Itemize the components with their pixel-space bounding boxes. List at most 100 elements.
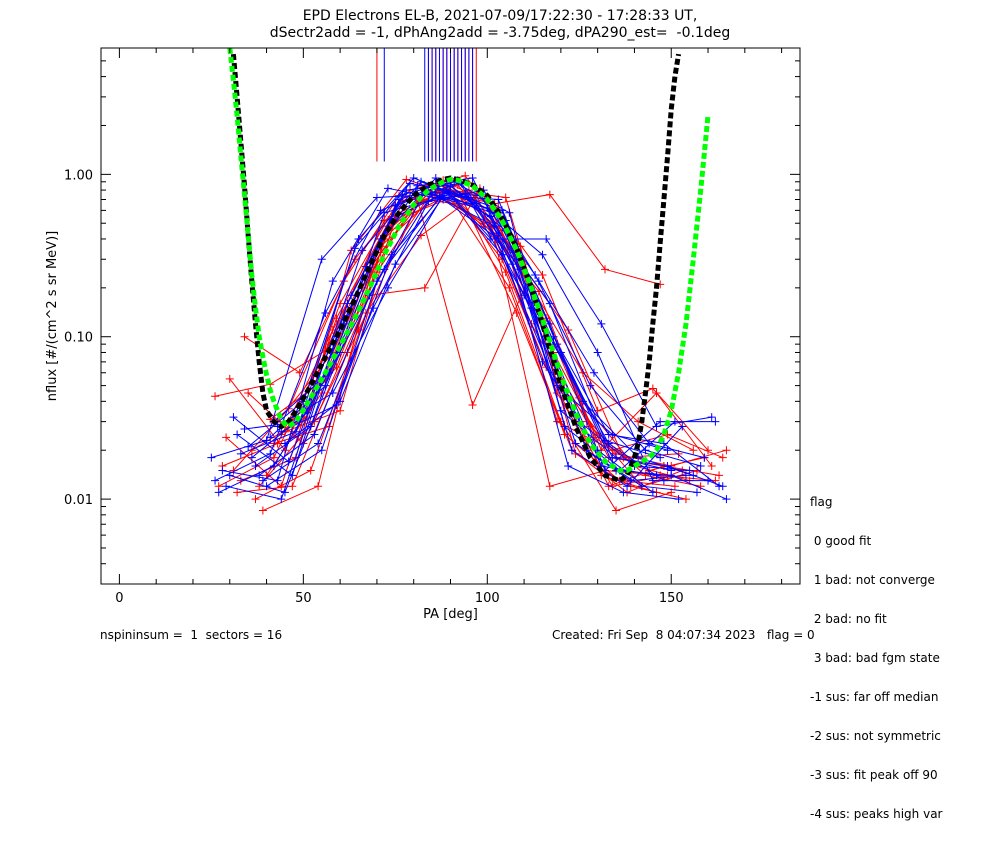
data-point-red <box>601 265 610 274</box>
data-point-blue <box>571 439 580 448</box>
data-point-blue <box>255 471 264 480</box>
data-point-red <box>689 446 698 455</box>
data-point-blue <box>328 389 337 398</box>
data-point-red <box>652 389 661 398</box>
data-point-red <box>670 482 679 491</box>
data-point-blue <box>288 471 297 480</box>
data-point-blue <box>406 179 415 188</box>
y-axis-label: nflux [#/(cm^2 s sr MeV)] <box>45 231 60 401</box>
data-point-red <box>468 400 477 409</box>
plot-data-area <box>207 48 731 515</box>
data-point-red <box>255 482 264 491</box>
data-point-blue <box>332 400 341 409</box>
data-point-blue <box>567 446 576 455</box>
plot-page: EPD Electrons EL-B, 2021-07-09/17:22:30 … <box>45 8 942 821</box>
flag-legend-item: 2 bad: no fit <box>810 612 887 626</box>
data-point-blue <box>229 413 238 422</box>
data-point-blue <box>354 234 363 243</box>
data-point-blue <box>409 173 418 182</box>
data-point-blue <box>542 234 551 243</box>
x-tick-label: 0 <box>115 591 123 606</box>
data-point-blue <box>347 291 356 300</box>
flag-legend-item: 3 bad: bad fgm state <box>810 651 940 665</box>
data-point-red <box>211 392 220 401</box>
flag-legend-item: -2 sus: not symmetric <box>810 729 941 743</box>
data-point-red <box>501 193 510 202</box>
data-point-blue <box>534 277 543 286</box>
data-point-blue <box>291 427 300 436</box>
data-point-blue <box>240 425 249 434</box>
data-point-blue <box>656 453 665 462</box>
data-point-blue <box>258 476 267 485</box>
data-point-red <box>402 175 411 184</box>
data-point-blue <box>321 381 330 390</box>
data-point-blue <box>667 471 676 480</box>
data-point-blue <box>413 181 422 190</box>
data-point-blue <box>648 476 657 485</box>
data-point-red <box>648 384 657 393</box>
data-point-blue <box>417 177 426 186</box>
data-point-blue <box>244 442 253 451</box>
data-point-blue <box>218 466 227 475</box>
data-point-blue <box>328 277 337 286</box>
footer-left-info: nspininsum = 1 sectors = 16 <box>100 628 283 642</box>
data-point-blue <box>556 348 565 357</box>
data-point-blue <box>214 488 223 497</box>
fit-curve-green <box>227 48 711 473</box>
data-point-blue <box>527 304 536 313</box>
pitch-angle-plot: 0 50 100 150 0.01 0.10 1.00 PA [deg] nflux [#/(c… <box>45 47 801 622</box>
data-point-blue <box>336 397 345 406</box>
data-point-blue <box>623 482 632 491</box>
flag-legend: flag 0 good fit 1 bad: not converge 2 ba… <box>810 470 942 847</box>
data-point-blue <box>236 449 245 458</box>
data-point-red <box>332 363 341 372</box>
flag-legend-item: 0 good fit <box>810 534 872 548</box>
data-point-red <box>222 433 231 442</box>
data-point-red <box>306 466 315 475</box>
data-point-blue <box>317 446 326 455</box>
data-point-blue <box>372 193 381 202</box>
data-point-red <box>612 506 621 515</box>
data-point-blue <box>225 471 234 480</box>
data-point-red <box>545 190 554 199</box>
data-point-blue <box>321 308 330 317</box>
x-tick-label: 50 <box>295 591 312 606</box>
data-point-blue <box>280 439 289 448</box>
data-point-blue <box>711 417 720 426</box>
data-point-blue <box>233 430 242 439</box>
data-point-red <box>251 495 260 504</box>
y-tick-label: 1.00 <box>64 168 93 183</box>
data-point-blue <box>211 476 220 485</box>
data-point-blue <box>383 184 392 193</box>
data-point-blue <box>262 482 271 491</box>
data-point-blue <box>707 413 716 422</box>
data-point-red <box>722 446 731 455</box>
data-point-blue <box>358 246 367 255</box>
data-point-blue <box>494 195 503 204</box>
data-point-red <box>336 406 345 415</box>
data-point-blue <box>310 430 319 439</box>
data-point-blue <box>486 234 495 243</box>
y-tick-label: 0.01 <box>64 493 93 508</box>
data-point-blue <box>387 250 396 259</box>
data-point-red <box>258 506 267 515</box>
data-point-blue <box>317 255 326 264</box>
data-point-blue <box>722 495 731 504</box>
data-point-red <box>696 482 705 491</box>
footer-created-info: Created: Fri Sep 8 04:07:34 2023 flag = … <box>552 628 815 642</box>
data-point-red <box>538 270 547 279</box>
data-point-red <box>240 332 249 341</box>
data-point-red <box>461 171 470 180</box>
data-point-red <box>420 283 429 292</box>
data-point-blue <box>222 482 231 491</box>
flag-legend-item: -3 sus: fit peak off 90 <box>810 768 938 782</box>
data-point-red <box>681 495 690 504</box>
data-point-red <box>244 389 253 398</box>
data-point-blue <box>314 439 323 448</box>
data-point-red <box>225 374 234 383</box>
data-point-blue <box>280 488 289 497</box>
flag-legend-item: -4 sus: peaks high var <box>810 807 943 821</box>
data-point-blue <box>597 319 606 328</box>
data-point-blue <box>277 495 286 504</box>
data-point-blue <box>251 461 260 470</box>
